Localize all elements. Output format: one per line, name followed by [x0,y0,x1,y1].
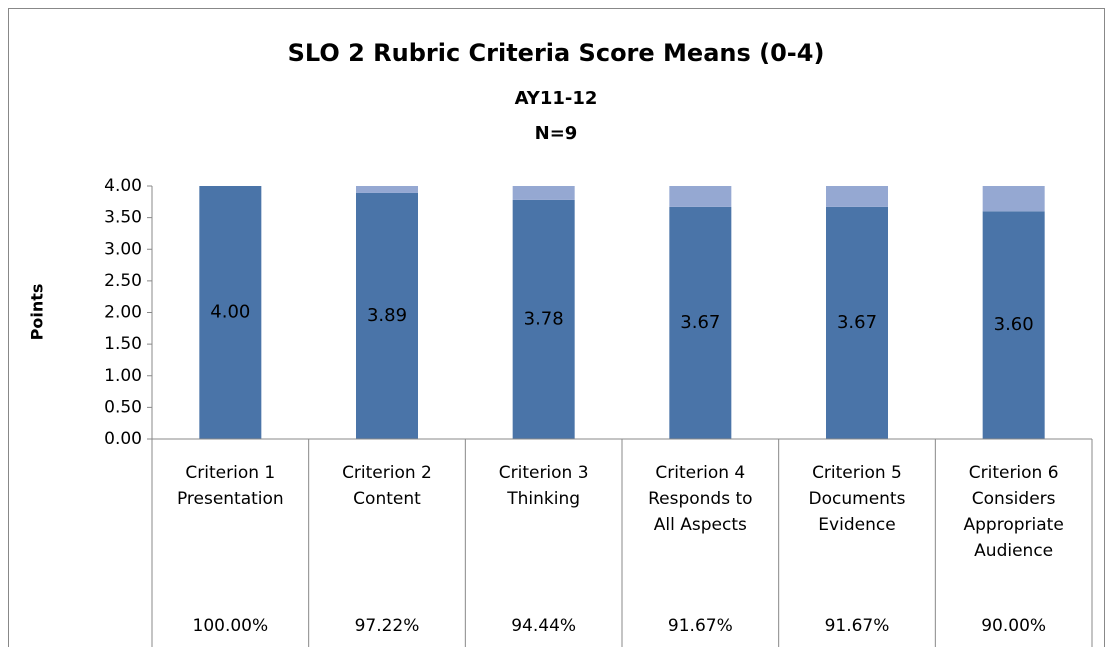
y-tick-label: 2.50 [104,271,142,291]
y-tick-label: 0.50 [104,397,142,417]
data-label: 3.60 [994,314,1034,335]
x-tick-label: Criterion 2 Content [342,463,432,509]
y-tick-label: 2.00 [104,303,142,323]
table-cell: 94.44% [511,616,577,636]
table-cell: 91.67% [667,616,733,636]
table-cell: 90.00% [981,616,1047,636]
y-tick-label: 1.00 [104,366,142,386]
y-tick-label: 3.00 [104,239,142,259]
bar-segment [826,206,888,439]
data-label: 3.89 [367,305,407,326]
table-cell: 100.00% [192,616,269,636]
data-label: 3.67 [837,312,877,333]
y-tick-label: 0.00 [104,429,142,449]
x-tick-label: Criterion 6 Considers Appropriate Audien… [963,463,1064,561]
table-cell: 97.22% [354,616,420,636]
x-tick-label: Criterion 1 Presentation [176,463,284,509]
y-tick-label: 3.50 [104,208,142,228]
bar-segment [512,199,575,439]
bar-segment [982,211,1045,439]
y-tick-label: 1.50 [104,334,142,354]
bar-segment [826,186,888,207]
bar-segment [199,186,262,439]
x-tick-label: Criterion 4 Responds to All Aspects [648,463,753,535]
bar-segment [669,186,732,207]
table-cell: 91.67% [824,616,890,636]
data-label: 3.78 [524,308,564,329]
bar-segment [356,186,418,193]
chart-subtitle: AY11-12 [515,88,598,109]
y-axis-label: Points [28,284,47,341]
bar-segment [982,186,1045,212]
data-label: 3.67 [680,312,720,333]
data-label: 4.00 [210,302,250,323]
chart-subtitle: N=9 [535,123,578,144]
x-tick-label: Criterion 5 Documents Evidence [808,463,906,535]
y-tick-label: 4.00 [104,176,142,196]
bar-segment [356,192,418,439]
bar-segment [512,186,575,200]
chart-title: SLO 2 Rubric Criteria Score Means (0-4) [288,39,825,67]
bar-segment [669,206,732,439]
x-tick-label: Criterion 3 Thinking [498,463,589,509]
